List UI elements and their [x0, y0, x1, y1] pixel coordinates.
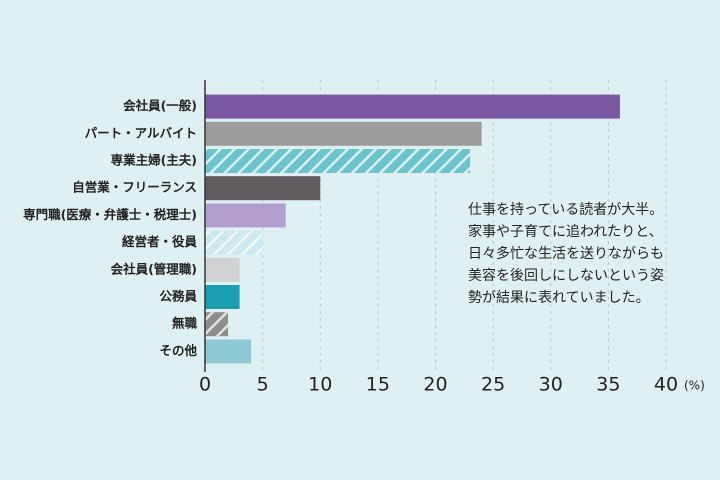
y-tick-label: 専業主婦(主夫)	[111, 153, 197, 168]
bar	[205, 94, 620, 119]
x-tick-label: 5	[257, 374, 269, 396]
y-tick-label: 専門職(医療・弁護士・税理士)	[23, 207, 197, 222]
bar	[205, 203, 286, 228]
bar-hatch	[205, 149, 471, 173]
bar-hatch	[205, 230, 263, 255]
x-unit: (%)	[684, 379, 705, 393]
y-tick-label: 会社員(管理職)	[111, 261, 197, 276]
annotation: 勢が結果に表れていました。	[468, 290, 650, 306]
x-tick-label: 20	[423, 374, 447, 396]
bar	[205, 176, 321, 201]
x-tick-label: 40	[654, 374, 678, 396]
annotation: 仕事を持っている読者が大半。	[468, 201, 663, 218]
bar	[205, 285, 240, 309]
x-tick-label: 35	[596, 374, 620, 396]
annotation: 家事や子育てに追われたりと、	[468, 223, 663, 240]
x-tick-label: 30	[539, 374, 563, 396]
x-tick-label: 15	[366, 374, 390, 396]
y-tick-label: 経営者・役員	[122, 234, 198, 249]
bar	[205, 257, 240, 282]
y-tick-label: 自営業・フリーランス	[72, 180, 197, 195]
y-tick-label: 公務員	[159, 289, 197, 304]
x-tick-label: 25	[481, 374, 505, 396]
x-tick-label: 0	[199, 374, 211, 396]
y-tick-label: 会社員(一般)	[123, 98, 197, 113]
bar	[205, 339, 252, 364]
annotation: 美容を後回しにしないという姿	[468, 267, 664, 284]
bar	[205, 121, 482, 146]
bar-hatch	[205, 312, 229, 337]
y-tick-label: パート・アルバイト	[85, 125, 197, 140]
annotation: 日々多忙な生活を送りながらも	[468, 245, 664, 262]
y-tick-label: 無職	[172, 316, 198, 331]
x-tick-label: 10	[308, 374, 332, 396]
y-tick-label: その他	[159, 343, 197, 358]
